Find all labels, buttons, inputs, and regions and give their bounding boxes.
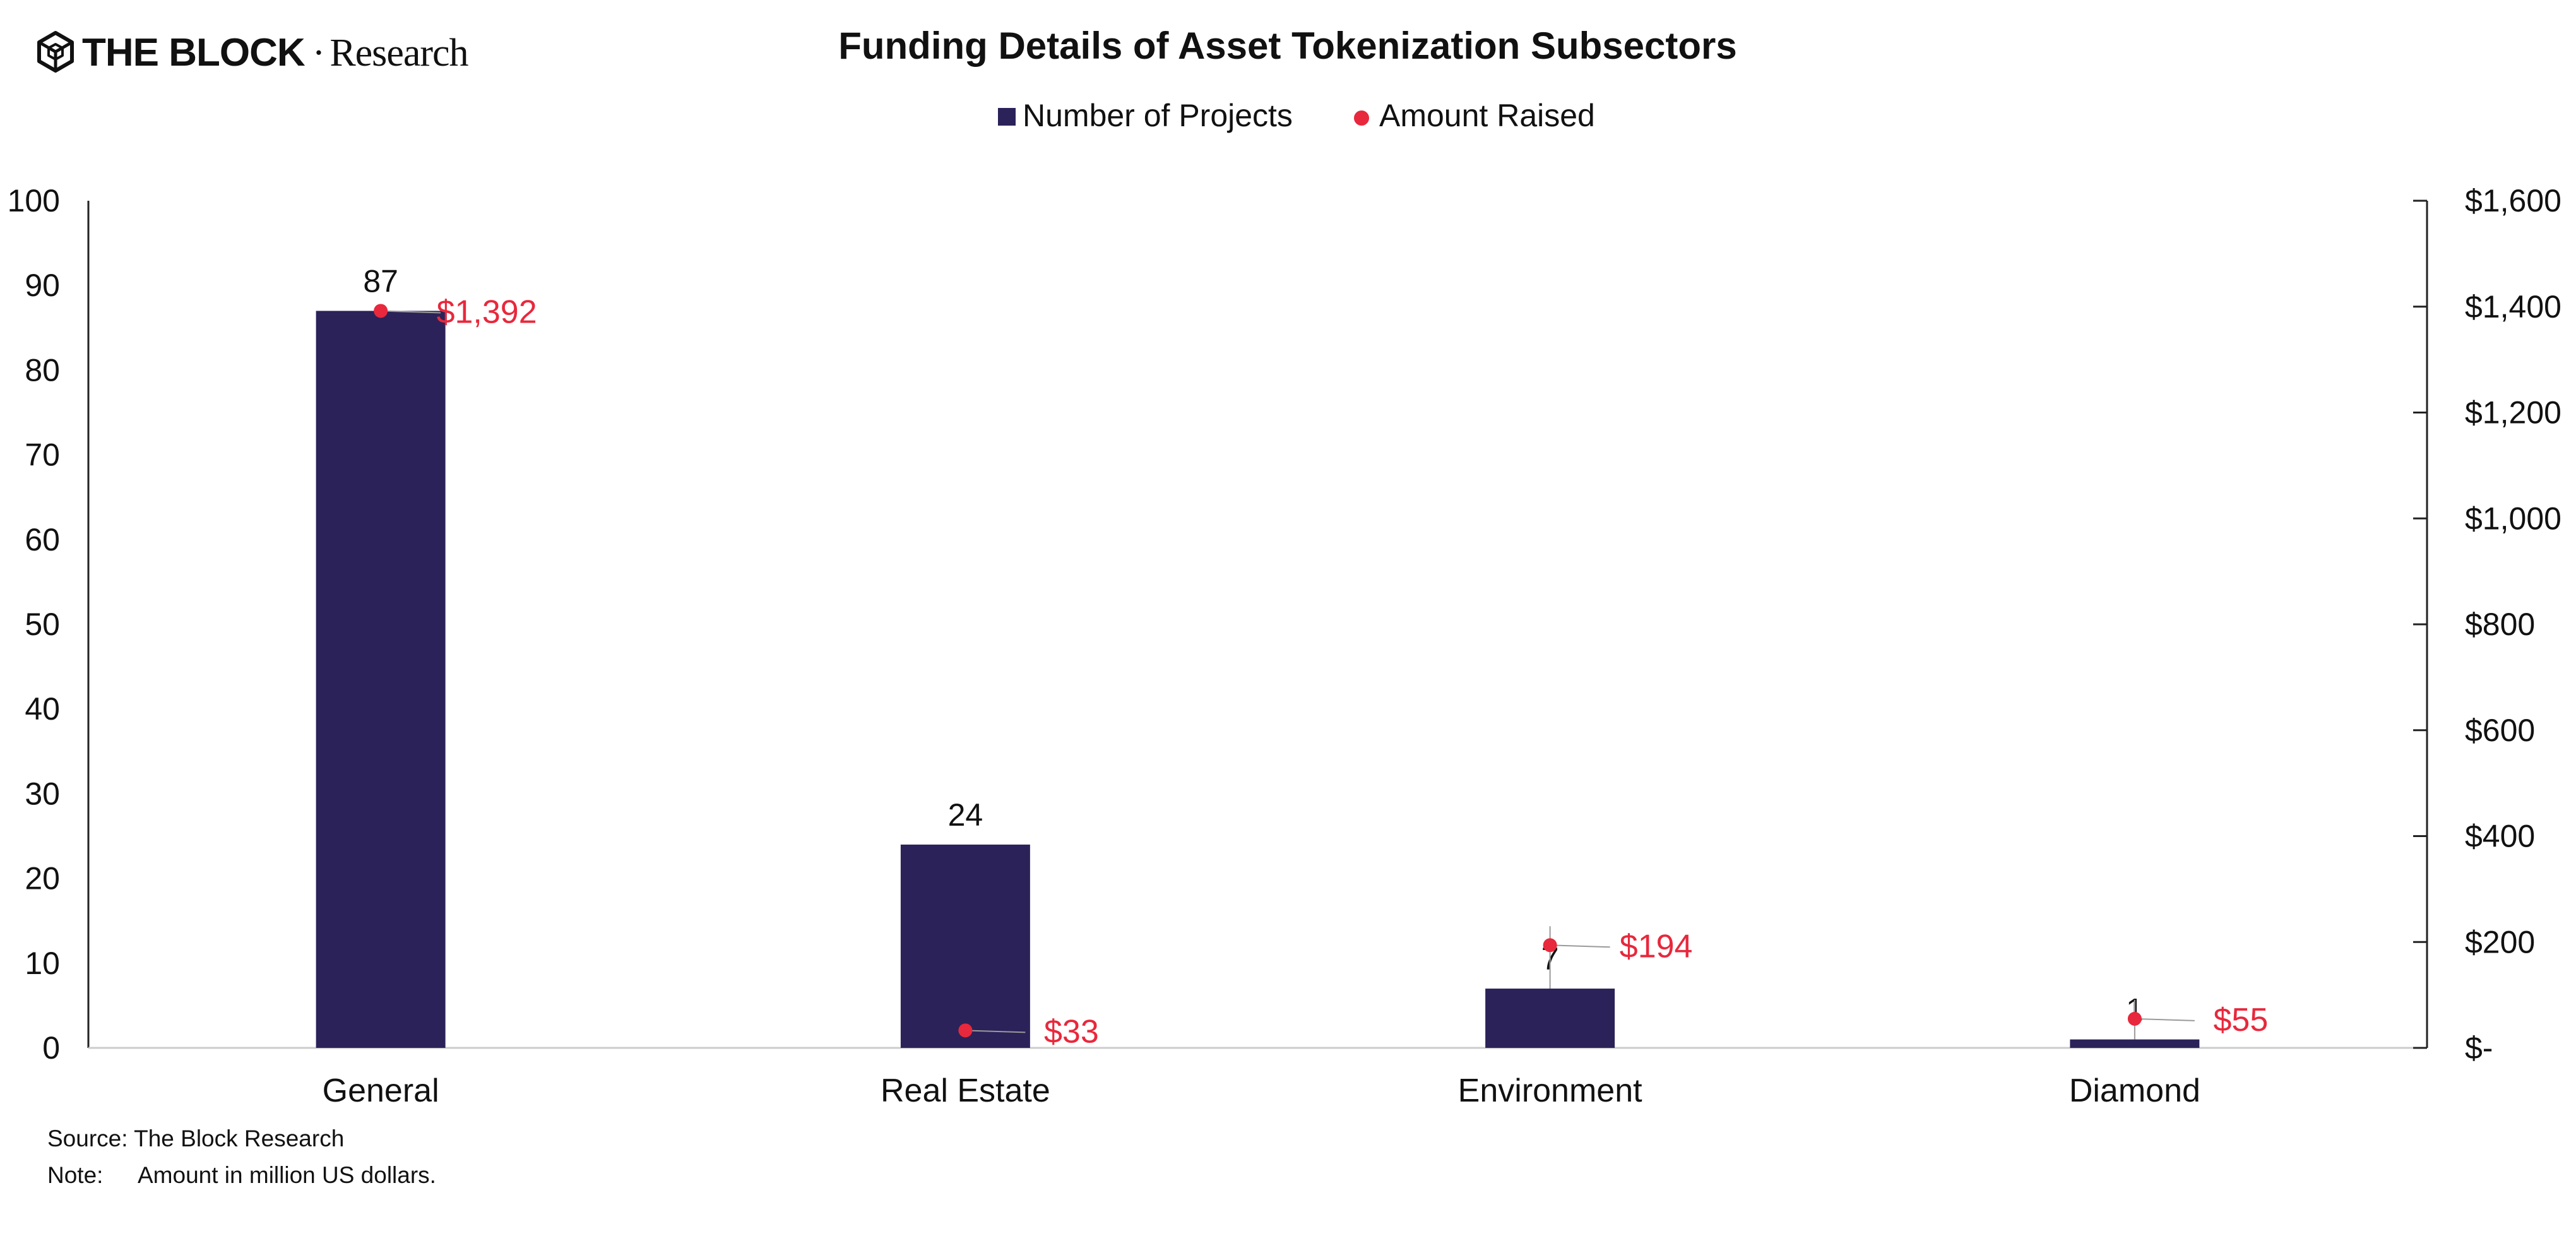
left-tick-label: 10	[25, 946, 60, 981]
left-tick-label: 60	[25, 522, 60, 557]
legend: Number of Projects Amount Raised	[998, 98, 1595, 133]
svg-text:THE BLOCK·Research: THE BLOCK · Research	[82, 31, 469, 74]
left-tick-label: 0	[42, 1030, 60, 1066]
amount-point	[2127, 1011, 2142, 1026]
left-tick-label: 80	[25, 352, 60, 388]
right-tick-label: $400	[2465, 819, 2535, 854]
amount-point	[958, 1023, 973, 1038]
left-tick-label: 100	[8, 183, 60, 218]
bar	[900, 844, 1030, 1048]
category-label: Diamond	[2069, 1073, 2200, 1109]
amount-label: $1,392	[437, 294, 537, 330]
bar	[1485, 989, 1615, 1048]
right-tick-label: $800	[2465, 607, 2535, 642]
category-label: General	[323, 1073, 439, 1109]
logo-sub: Research	[329, 32, 468, 74]
right-tick-label: $200	[2465, 924, 2535, 960]
amount-point	[374, 304, 388, 318]
left-tick-label: 90	[25, 268, 60, 303]
category-label: Real Estate	[881, 1073, 1050, 1109]
amount-point	[1543, 938, 1557, 953]
bar-value-label: 87	[363, 263, 398, 299]
legend-label-projects: Number of Projects	[1023, 98, 1293, 133]
brand-logo: THE BLOCK · Research	[37, 31, 470, 74]
leader-line	[381, 310, 441, 314]
right-tick-label: $1,600	[2465, 183, 2561, 218]
note-text: Amount in million US dollars.	[138, 1162, 436, 1188]
leader-line	[1550, 944, 1610, 948]
cube-logo-icon	[37, 31, 74, 73]
left-tick-label: 30	[25, 776, 60, 811]
right-tick-label: $-	[2465, 1030, 2493, 1066]
legend-swatch-projects	[998, 108, 1016, 126]
legend-swatch-amount	[1354, 110, 1369, 126]
bar	[316, 311, 446, 1049]
legend-label-amount: Amount Raised	[1379, 98, 1595, 133]
chart-title: Funding Details of Asset Tokenization Su…	[838, 25, 1737, 67]
left-tick-label: 50	[25, 607, 60, 642]
right-tick-label: $1,000	[2465, 501, 2561, 536]
right-tick-label: $1,400	[2465, 289, 2561, 324]
leader-line	[965, 1030, 1026, 1033]
bar	[2070, 1039, 2200, 1048]
leader-line	[2134, 1018, 2195, 1021]
amount-points: $1,392 $33 $194 $55	[374, 294, 2268, 1050]
left-axis-ticks: 0 10 20 30 40 50 60 70 80 90 100	[8, 183, 60, 1066]
left-tick-label: 70	[25, 437, 60, 473]
category-labels: General Real Estate Environment Diamond	[323, 1073, 2200, 1109]
source-note: Source: The Block Research	[47, 1126, 344, 1151]
category-label: Environment	[1458, 1073, 1642, 1109]
amount-label: $55	[2213, 1002, 2268, 1038]
logo-wordmark: THE BLOCK	[82, 31, 306, 74]
amount-label: $33	[1044, 1013, 1099, 1050]
amount-label: $194	[1620, 928, 1693, 965]
right-tick-label: $600	[2465, 713, 2535, 748]
note-label: Note:	[47, 1162, 103, 1188]
logo-separator: ·	[312, 32, 325, 74]
right-tick-label: $1,200	[2465, 395, 2561, 431]
right-axis-ticks: $- $200 $400 $600 $800 $1,000 $1,200 $1,400 $1,6…	[2413, 183, 2561, 1066]
left-tick-label: 40	[25, 691, 60, 727]
left-tick-label: 20	[25, 861, 60, 896]
bar-value-label: 24	[948, 797, 983, 833]
